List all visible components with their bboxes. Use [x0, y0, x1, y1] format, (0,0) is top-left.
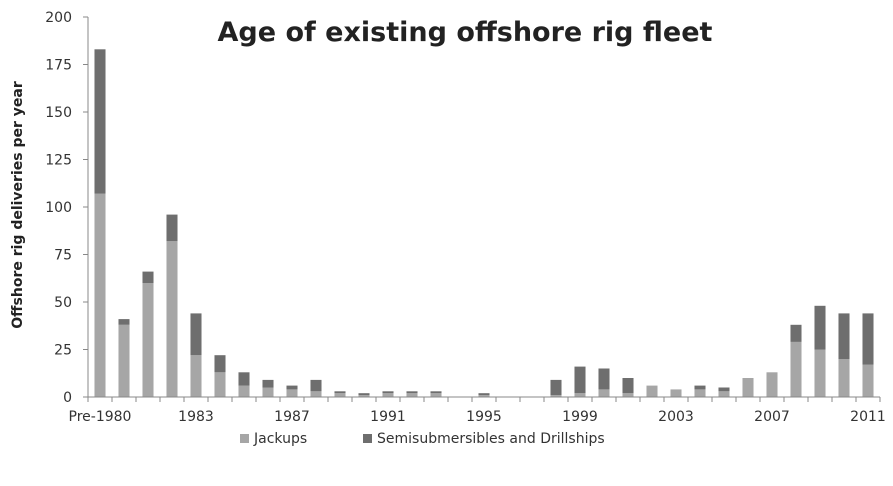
bar-jackups-1985: [238, 385, 250, 397]
y-axis-label: Offshore rig deliveries per year: [10, 81, 26, 329]
bar-semisubmersibles-2005: [718, 387, 730, 392]
y-tick-label: 125: [45, 153, 72, 169]
bar-semisubmersibles-1991: [382, 391, 394, 394]
bar-semisubmersibles-1998: [550, 379, 562, 396]
y-tick-label: 75: [54, 248, 72, 264]
bar-jackups-1984: [214, 372, 226, 397]
bar-semisubmersibles-1989: [334, 391, 346, 394]
legend-swatch-semisubmersibles: [363, 434, 372, 443]
bar-semisubmersibles-1982: [166, 214, 178, 242]
bar-jackups-2000: [598, 389, 610, 397]
bar-semisubmersibles-1984: [214, 355, 226, 373]
bar-jackups-2003: [670, 389, 682, 397]
bar-semisubmersibles-Pre-1980: [94, 49, 106, 194]
bar-jackups-2009: [814, 349, 826, 397]
bars-group: [94, 49, 874, 397]
y-tick-label: 150: [45, 105, 72, 121]
x-tick-label: 1987: [274, 409, 310, 425]
y-tick-label: 0: [63, 390, 72, 406]
bar-semisubmersibles-1992: [406, 391, 418, 394]
bar-semisubmersibles-1981: [142, 271, 154, 283]
bar-jackups-1986: [262, 387, 274, 397]
x-tick-label: 1983: [178, 409, 214, 425]
bar-jackups-2004: [694, 389, 706, 397]
x-tick-label: 1995: [466, 409, 502, 425]
legend-label-semisubmersibles: Semisubmersibles and Drillships: [377, 431, 605, 447]
bar-jackups-2008: [790, 341, 802, 397]
y-tick-label: 100: [45, 200, 72, 216]
bar-jackups-1982: [166, 241, 178, 397]
bar-jackups-1998: [550, 395, 562, 397]
chart-title: Age of existing offshore rig fleet: [218, 17, 713, 48]
bar-jackups-1992: [406, 393, 418, 397]
bar-semisubmersibles-1983: [190, 313, 202, 356]
y-tick-label: 175: [45, 58, 72, 74]
bar-jackups-1989: [334, 393, 346, 397]
x-tick-label: Pre-1980: [69, 409, 132, 425]
bar-jackups-1983: [190, 355, 202, 397]
bar-jackups-1991: [382, 393, 394, 397]
bar-semisubmersibles-2004: [694, 385, 706, 390]
bar-jackups-1990: [358, 395, 370, 397]
bar-jackups-2002: [646, 385, 658, 397]
bar-semisubmersibles-1999: [574, 366, 586, 394]
bar-jackups-2011: [862, 364, 874, 397]
bar-semisubmersibles-2008: [790, 324, 802, 342]
bar-semisubmersibles-2010: [838, 313, 850, 359]
bar-semisubmersibles-1985: [238, 372, 250, 386]
bar-jackups-2001: [622, 393, 634, 397]
bar-semisubmersibles-2009: [814, 305, 826, 350]
bar-semisubmersibles-1990: [358, 393, 370, 396]
legend-label-jackups: Jackups: [253, 431, 307, 447]
legend: Jackups Semisubmersibles and Drillships: [240, 431, 605, 447]
bar-semisubmersibles-1987: [286, 385, 298, 390]
bar-jackups-1993: [430, 393, 442, 397]
x-tick-label: 1999: [562, 409, 598, 425]
bar-jackups-2005: [718, 391, 730, 397]
y-tick-label: 50: [54, 295, 72, 311]
bar-jackups-1987: [286, 389, 298, 397]
bar-jackups-1999: [574, 393, 586, 397]
x-tick-label: 1991: [370, 409, 406, 425]
bar-semisubmersibles-1988: [310, 379, 322, 392]
x-axis-ticks: Pre-1980 1983 1987 1991 1995 1999 2003 2007 2011: [69, 397, 886, 425]
bar-jackups-1981: [142, 283, 154, 397]
bar-jackups-1995: [478, 395, 490, 397]
x-tick-label: 2007: [754, 409, 790, 425]
y-axis-ticks: 0 25 50 75 100 125 150 175 200: [45, 10, 88, 406]
bar-semisubmersibles-1980: [118, 319, 130, 325]
bar-semisubmersibles-1986: [262, 379, 274, 388]
legend-swatch-jackups: [240, 434, 249, 443]
y-tick-label: 25: [54, 343, 72, 359]
x-tick-label: 2003: [658, 409, 694, 425]
bar-semisubmersibles-2000: [598, 368, 610, 390]
y-tick-label: 200: [45, 10, 72, 26]
bar-jackups-1988: [310, 391, 322, 397]
bar-jackups-2010: [838, 359, 850, 397]
bar-jackups-1980: [118, 324, 130, 397]
bar-jackups-2006: [742, 378, 754, 397]
bar-jackups-2007: [766, 372, 778, 397]
bar-jackups-Pre-1980: [94, 193, 106, 397]
bar-semisubmersibles-2001: [622, 378, 634, 394]
x-tick-label: 2011: [850, 409, 886, 425]
bar-semisubmersibles-1993: [430, 391, 442, 394]
bar-semisubmersibles-2011: [862, 313, 874, 365]
bar-semisubmersibles-1995: [478, 393, 490, 396]
